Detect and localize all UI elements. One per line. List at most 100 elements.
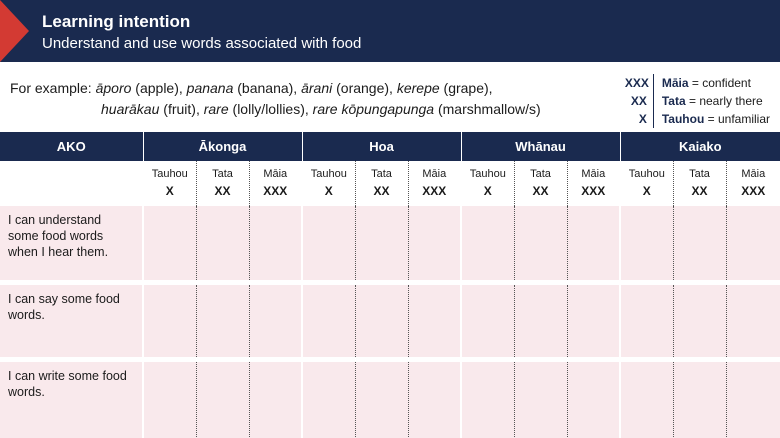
legend-symbol: XXX	[624, 76, 649, 90]
assessment-cell[interactable]	[407, 206, 462, 280]
assessment-cell[interactable]	[566, 206, 621, 280]
legend: XXX Māia = confident XX Tata = nearly th…	[625, 74, 770, 128]
example-translation: (grape),	[439, 80, 493, 96]
example-word: kerepe	[396, 80, 440, 96]
level-header: Tauhou X	[619, 161, 674, 206]
examples-line-1: For example: āporo (apple), panana (bana…	[10, 78, 541, 99]
legend-symbol: X	[638, 112, 647, 126]
assessment-cell[interactable]	[460, 206, 515, 280]
assessment-cell[interactable]	[195, 285, 249, 357]
table-header-row: AKO Ākonga Hoa Whānau Kaiako	[0, 132, 780, 161]
assessment-cell[interactable]	[195, 362, 249, 438]
level-header: Tauhou X	[460, 161, 515, 206]
assessment-cell[interactable]	[142, 362, 196, 438]
examples-text: For example: āporo (apple), panana (bana…	[10, 78, 541, 120]
assessment-cell[interactable]	[142, 206, 196, 280]
legend-text: Tauhou = unfamiliar	[652, 110, 770, 128]
assessment-cell[interactable]	[248, 206, 303, 280]
legend-meaning: = confident	[688, 76, 751, 90]
example-translation: (lolly/lollies),	[228, 101, 313, 117]
legend-term: Māia	[661, 76, 689, 90]
level-header: Tauhou X	[301, 161, 356, 206]
assessment-cell[interactable]	[672, 362, 727, 438]
assessment-cell[interactable]	[407, 362, 462, 438]
column-header-kaiako: Kaiako	[619, 132, 780, 161]
level-header: Tata XX	[672, 161, 727, 206]
row-label: I can write some food words.	[0, 362, 143, 438]
level-header: Māia XXX	[725, 161, 780, 206]
assessment-cell[interactable]	[619, 362, 674, 438]
row-label: I can say some food words.	[0, 285, 143, 357]
assessment-cell[interactable]	[301, 362, 356, 438]
example-word: āporo	[95, 80, 132, 96]
level-header: Māia XXX	[566, 161, 621, 206]
level-header: Māia XXX	[407, 161, 462, 206]
assessment-cell[interactable]	[725, 206, 780, 280]
table-row: I can say some food words.	[0, 285, 780, 357]
row-divider	[0, 357, 780, 362]
example-word: panana	[186, 80, 234, 96]
legend-symbol: XX	[630, 94, 647, 108]
assessment-cell[interactable]	[407, 285, 462, 357]
example-word: rare	[203, 101, 229, 117]
assessment-cell[interactable]	[725, 362, 780, 438]
assessment-cell[interactable]	[513, 362, 568, 438]
assessment-cell[interactable]	[195, 206, 249, 280]
example-word: huarākau	[101, 101, 160, 117]
banner-title: Learning intention	[42, 12, 191, 31]
assessment-cell[interactable]	[460, 285, 515, 357]
column-header-hoa: Hoa	[301, 132, 462, 161]
legend-term: Tata	[661, 94, 686, 108]
assessment-cell[interactable]	[460, 362, 515, 438]
assessment-cell[interactable]	[672, 206, 727, 280]
level-header-row: Tauhou X Tata XX Māia XXX Tauhou X Tata XX Mā…	[0, 161, 780, 206]
level-header: Tauhou X	[142, 161, 196, 206]
legend-meaning: = unfamiliar	[704, 112, 770, 126]
legend-text: Tata = nearly there	[652, 92, 763, 110]
column-header-whanau: Whānau	[460, 132, 621, 161]
example-word: ārani	[301, 80, 333, 96]
legend-text: Māia = confident	[652, 74, 751, 92]
assessment-cell[interactable]	[725, 285, 780, 357]
legend-row: XXX Māia = confident	[625, 74, 770, 92]
level-header: Māia XXX	[248, 161, 303, 206]
assessment-cell[interactable]	[142, 285, 196, 357]
assessment-cell[interactable]	[619, 285, 674, 357]
assessment-cell[interactable]	[248, 362, 303, 438]
assessment-cell[interactable]	[354, 285, 409, 357]
assessment-cell[interactable]	[301, 206, 356, 280]
legend-row: XX Tata = nearly there	[625, 92, 770, 110]
level-header-empty	[0, 161, 143, 206]
table-row: I can understand some food words when I …	[0, 206, 780, 280]
assessment-cell[interactable]	[566, 362, 621, 438]
assessment-cell[interactable]	[301, 285, 356, 357]
row-divider	[0, 280, 780, 285]
banner-subtitle: Understand and use words associated with…	[42, 35, 362, 52]
assessment-cell[interactable]	[513, 206, 568, 280]
level-header: Tata XX	[513, 161, 568, 206]
legend-row: X Tauhou = unfamiliar	[625, 110, 770, 128]
table-row: I can write some food words.	[0, 362, 780, 438]
examples-line-2: huarākau (fruit), rare (lolly/lollies), …	[10, 99, 541, 120]
row-label: I can understand some food words when I …	[0, 206, 143, 280]
learning-intention-banner: Learning intention Understand and use wo…	[0, 0, 780, 62]
example-translation: (marshmallow/s)	[434, 101, 541, 117]
column-header-ako: AKO	[0, 132, 143, 161]
arrow-icon	[0, 0, 29, 62]
assessment-cell[interactable]	[513, 285, 568, 357]
column-header-akonga: Ākonga	[142, 132, 303, 161]
example-word: rare kōpungapunga	[312, 101, 435, 117]
legend-meaning: = nearly there	[685, 94, 763, 108]
assessment-cell[interactable]	[248, 285, 303, 357]
example-translation: (orange),	[332, 80, 397, 96]
assessment-cell[interactable]	[566, 285, 621, 357]
example-translation: (banana),	[233, 80, 302, 96]
legend-term: Tauhou	[661, 112, 705, 126]
level-header: Tata XX	[354, 161, 409, 206]
level-header: Tata XX	[195, 161, 249, 206]
assessment-cell[interactable]	[354, 362, 409, 438]
examples-lead: For example:	[10, 80, 92, 96]
assessment-cell[interactable]	[619, 206, 674, 280]
assessment-cell[interactable]	[354, 206, 409, 280]
assessment-cell[interactable]	[672, 285, 727, 357]
